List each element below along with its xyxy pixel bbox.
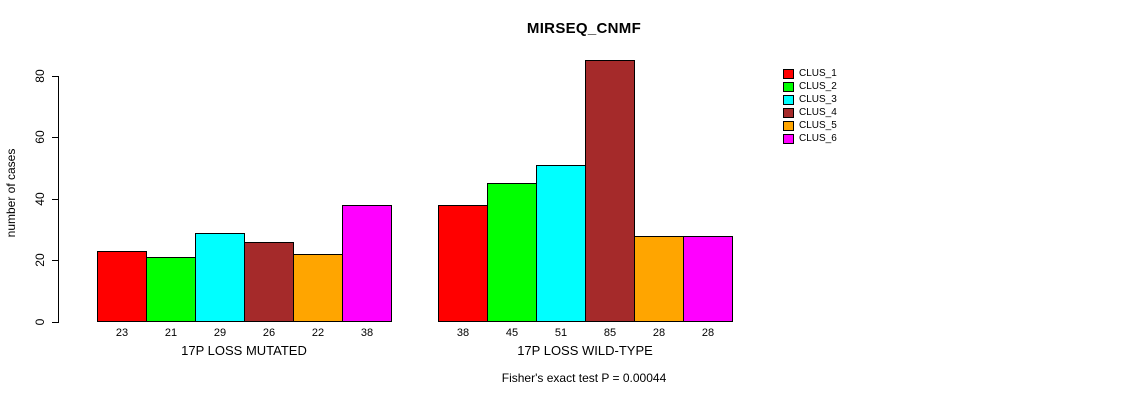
bar-clus_1: [438, 205, 488, 322]
legend-item-label: CLUS_3: [799, 94, 837, 105]
legend-swatch: [783, 120, 794, 131]
bar-clus_6: [342, 205, 392, 322]
bar-clus_4: [585, 60, 635, 322]
y-tick-label: 0: [33, 318, 47, 326]
bar-value-label: 28: [701, 327, 715, 339]
legend-item-clus_6: CLUS_6: [783, 132, 837, 145]
bar-value-label: 21: [164, 327, 178, 339]
y-axis-tick: [52, 76, 58, 77]
legend-swatch: [783, 133, 794, 144]
legend-item-clus_3: CLUS_3: [783, 93, 837, 106]
chart-legend: CLUS_1 CLUS_2 CLUS_3 CLUS_4 CLUS_5 CLUS_6: [783, 67, 837, 145]
bar-value-label: 51: [554, 327, 568, 339]
group-label: 17P LOSS MUTATED: [181, 343, 307, 358]
y-axis-line: [58, 76, 59, 323]
y-axis-tick: [52, 260, 58, 261]
bar-clus_6: [683, 236, 733, 322]
legend-item-clus_2: CLUS_2: [783, 80, 837, 93]
y-tick-label: 20: [33, 253, 47, 267]
bar-clus_1: [97, 251, 147, 322]
bar-clus_2: [487, 183, 537, 322]
y-tick-label: 80: [33, 69, 47, 83]
legend-item-clus_1: CLUS_1: [783, 67, 837, 80]
bar-value-label: 23: [115, 327, 129, 339]
bar-value-label: 45: [505, 327, 519, 339]
bar-clus_5: [293, 254, 343, 322]
legend-item-clus_5: CLUS_5: [783, 119, 837, 132]
bar-value-label: 28: [652, 327, 666, 339]
bar-value-label: 22: [311, 327, 325, 339]
legend-swatch: [783, 81, 794, 92]
y-axis-tick: [52, 199, 58, 200]
legend-item-label: CLUS_1: [799, 68, 837, 79]
legend-swatch: [783, 107, 794, 118]
bar-value-label: 29: [213, 327, 227, 339]
group-label: 17P LOSS WILD-TYPE: [517, 343, 653, 358]
y-axis-tick: [52, 137, 58, 138]
y-tick-label: 40: [33, 192, 47, 206]
legend-swatch: [783, 68, 794, 79]
legend-item-label: CLUS_2: [799, 81, 837, 92]
bar-value-label: 38: [360, 327, 374, 339]
legend-swatch: [783, 94, 794, 105]
legend-item-label: CLUS_4: [799, 107, 837, 118]
chart-title: MIRSEQ_CNMF: [526, 20, 642, 37]
bar-value-label: 85: [603, 327, 617, 339]
y-tick-label: 60: [33, 130, 47, 144]
y-axis-tick: [52, 322, 58, 323]
bar-value-label: 38: [456, 327, 470, 339]
bar-clus_4: [244, 242, 294, 322]
legend-item-clus_4: CLUS_4: [783, 106, 837, 119]
bar-value-label: 26: [262, 327, 276, 339]
legend-item-label: CLUS_5: [799, 120, 837, 131]
y-axis-label: number of cases: [4, 148, 18, 238]
footnote-text: Fisher's exact test P = 0.00044: [501, 371, 667, 385]
bar-clus_5: [634, 236, 684, 322]
bar-clus_3: [536, 165, 586, 322]
bar-clus_3: [195, 233, 245, 322]
bar-clus_2: [146, 257, 196, 322]
legend-item-label: CLUS_6: [799, 133, 837, 144]
